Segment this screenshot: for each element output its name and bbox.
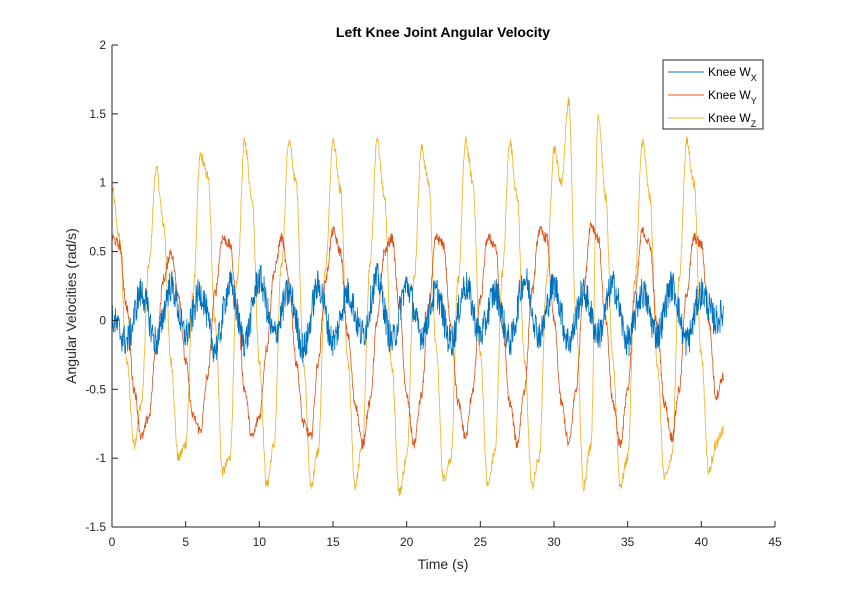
x-tick-label: 15	[326, 535, 340, 549]
x-tick-label: 30	[547, 535, 561, 549]
y-tick-label: -1	[95, 451, 106, 465]
x-tick-label: 20	[400, 535, 414, 549]
y-tick-label: 1	[99, 176, 106, 190]
series-line-y	[112, 222, 724, 449]
x-tick-label: 25	[474, 535, 488, 549]
series-line-x	[112, 263, 724, 363]
y-tick-label: 0	[99, 313, 106, 327]
chart-title: Left Knee Joint Angular Velocity	[336, 24, 550, 40]
x-axis-label: Time (s)	[418, 556, 469, 572]
x-tick-label: 45	[768, 535, 782, 549]
legend-label: Knee WY	[708, 88, 757, 106]
plot-area	[112, 96, 724, 497]
series-line-z	[112, 96, 724, 497]
y-tick-label: -1.5	[85, 520, 106, 534]
y-axis-label: Angular Velocities (rad/s)	[63, 228, 79, 384]
axes: 0 5 10 15 20 25 30 35 40 45 -1.5 -1 -0.5 0 0.5 1 1.5 2	[85, 38, 782, 549]
legend-label: Knee WZ	[708, 111, 757, 129]
y-tick-label: 2	[99, 38, 106, 52]
x-tick-label: 40	[695, 535, 709, 549]
y-tick-label: -0.5	[85, 382, 106, 396]
y-tick-label: 0.5	[89, 245, 106, 259]
y-tick-label: 1.5	[89, 107, 106, 121]
x-tick-label: 0	[109, 535, 116, 549]
legend: Knee WX Knee WY Knee WZ	[662, 59, 764, 130]
x-tick-label: 5	[182, 535, 189, 549]
legend-label: Knee WX	[708, 65, 757, 83]
x-tick-label: 35	[621, 535, 635, 549]
x-tick-label: 10	[253, 535, 267, 549]
